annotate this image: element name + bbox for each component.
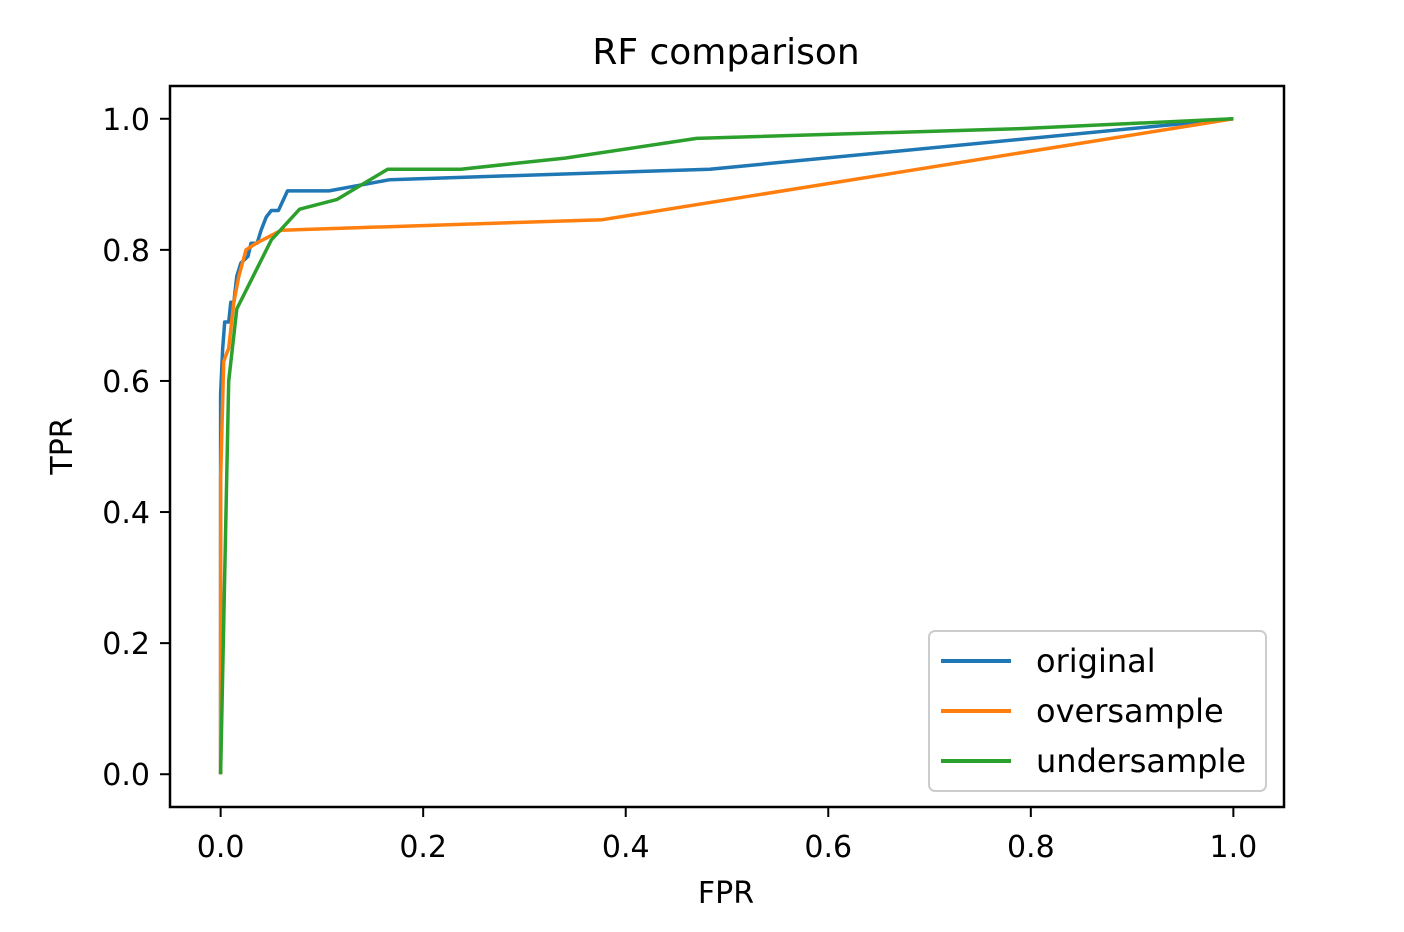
legend-label: oversample — [1036, 692, 1224, 730]
plot-frame — [168, 84, 1286, 809]
y-tick-label: 0.4 — [102, 496, 150, 531]
legend: original oversample undersample — [928, 630, 1267, 792]
y-tick-label: 0.6 — [102, 365, 150, 400]
series-line-oversample — [218, 117, 1234, 775]
x-axis-label: FPR — [698, 876, 754, 911]
x-tick-label: 0.0 — [197, 830, 245, 865]
x-axis: 0.0 0.2 0.4 0.6 0.8 1.0 — [197, 807, 1257, 865]
y-tick-label: 1.0 — [102, 103, 150, 138]
x-tick-label: 0.8 — [1007, 830, 1055, 865]
legend-label: original — [1036, 642, 1156, 680]
y-axis-label: TPR — [45, 417, 80, 475]
x-tick-label: 0.2 — [399, 830, 447, 865]
chart-title: RF comparison — [592, 32, 859, 73]
series-line-original — [218, 117, 1234, 775]
x-tick-label: 0.6 — [804, 830, 852, 865]
legend-box — [928, 630, 1267, 792]
x-tick-label: 0.4 — [602, 830, 650, 865]
y-tick-label: 0.0 — [102, 758, 150, 793]
y-tick-label: 0.2 — [102, 627, 150, 662]
y-tick-label: 0.8 — [102, 234, 150, 269]
x-tick-label: 1.0 — [1210, 830, 1258, 865]
plot-lines — [218, 117, 1234, 775]
series-line-undersample — [218, 117, 1234, 775]
y-axis: 0.0 0.2 0.4 0.6 0.8 1.0 — [102, 103, 170, 793]
legend-label: undersample — [1036, 742, 1246, 780]
